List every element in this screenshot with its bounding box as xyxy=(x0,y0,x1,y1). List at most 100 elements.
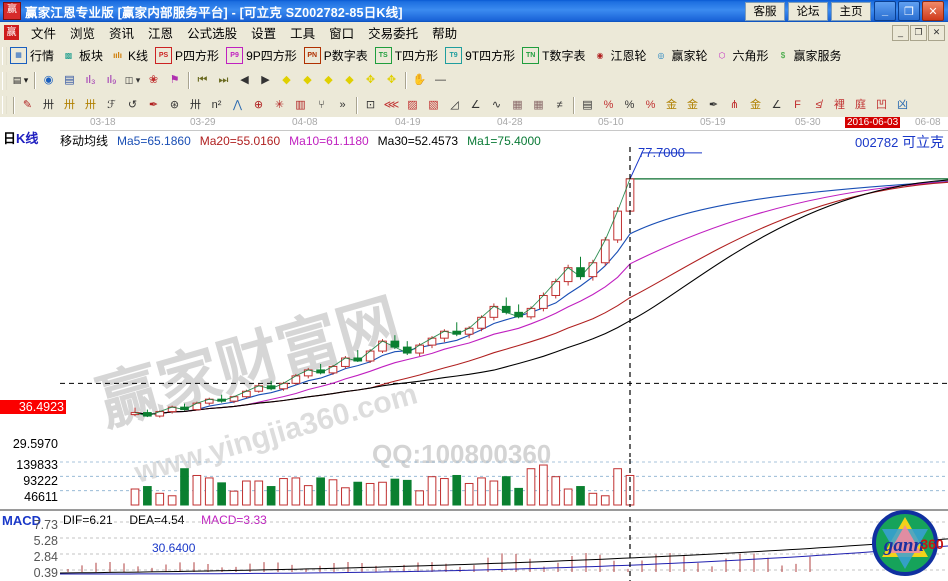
concave-icon[interactable]: 凹 xyxy=(876,98,887,111)
period-day-icon[interactable]: ▤ ▾ xyxy=(12,75,29,85)
menu-file[interactable]: 文件 xyxy=(31,27,57,41)
customer-service-button[interactable]: 客服 xyxy=(745,1,785,21)
homepage-button[interactable]: 主页 xyxy=(831,1,871,21)
table-tool-icon[interactable]: ▤ xyxy=(582,98,593,111)
pencil-draw-icon[interactable]: ✎ xyxy=(22,98,33,111)
jump-last-icon[interactable]: ⏭ xyxy=(218,74,229,86)
wave-icon[interactable]: ∿ xyxy=(491,98,502,111)
red-net-icon[interactable]: ▧ xyxy=(428,98,439,111)
zoom-horiz-icon[interactable]: ◆ xyxy=(324,74,333,86)
gann-box-gold2-icon[interactable]: 卅 xyxy=(85,98,96,111)
circle-target-icon[interactable]: ⊛ xyxy=(169,98,180,111)
zoom-out-horiz-icon[interactable]: ◆ xyxy=(345,74,354,86)
angle3-icon[interactable]: ∠ xyxy=(771,98,782,111)
gann-grid-icon[interactable]: 卅 xyxy=(43,98,54,111)
gold-under-icon[interactable]: 金 xyxy=(750,98,761,111)
grid-dense2-icon[interactable]: ▦ xyxy=(533,98,544,111)
maximize-button[interactable]: ❐ xyxy=(898,1,920,21)
red-fan-icon[interactable]: ⋘ xyxy=(383,98,400,111)
step-back-icon[interactable]: ◀ xyxy=(240,74,249,86)
percent-line-icon[interactable]: % xyxy=(645,98,656,111)
slope-icon[interactable]: ◿ xyxy=(450,98,459,111)
indicator-9-icon[interactable]: ıl₉ xyxy=(106,74,117,86)
menu-tools[interactable]: 工具 xyxy=(290,27,316,41)
zoom-all-icon[interactable]: ✥ xyxy=(386,74,397,86)
toolbar-hexagon[interactable]: ⬡ 六角形 xyxy=(715,47,769,64)
toolbar-t-square[interactable]: TS T四方形 xyxy=(374,47,438,64)
f-angle-icon[interactable]: F xyxy=(794,98,801,111)
menu-formula-stock-pick[interactable]: 公式选股 xyxy=(187,27,238,41)
volume-chart-canvas[interactable] xyxy=(60,459,948,507)
price-grid-icon[interactable]: 卅 xyxy=(190,98,201,111)
shift-left-icon[interactable]: ◆ xyxy=(282,74,291,86)
globe-market-icon[interactable]: ◉ xyxy=(43,74,54,86)
toolbar-winner-service[interactable]: $ 赢家服务 xyxy=(776,47,842,64)
square-number-icon[interactable]: n² xyxy=(211,98,222,111)
report-list-icon[interactable]: ▤ xyxy=(64,74,75,86)
toolbar-grip-3[interactable] xyxy=(2,96,7,114)
menu-gann[interactable]: 江恩 xyxy=(148,27,174,41)
toolbar-gann-wheel[interactable]: ◉ 江恩轮 xyxy=(592,47,646,64)
inner-icon[interactable]: 裡 xyxy=(834,98,845,111)
mdi-close-button[interactable]: ✕ xyxy=(928,24,945,41)
step-forward-icon[interactable]: ▶ xyxy=(261,74,270,86)
menu-help[interactable]: 帮助 xyxy=(432,27,458,41)
last-tool-icon[interactable]: 凶 xyxy=(897,98,908,111)
minimize-button[interactable]: _ xyxy=(874,1,896,21)
shift-right-icon[interactable]: ◆ xyxy=(303,74,312,86)
zoom-vert-icon[interactable]: ✥ xyxy=(365,74,376,86)
gold-circle-icon[interactable]: 金 xyxy=(666,98,677,111)
fibonacci-icon[interactable]: ℱ xyxy=(107,98,116,111)
gann-box-gold-icon[interactable]: 卅 xyxy=(64,98,75,111)
frame-icon[interactable]: ⊡ xyxy=(365,98,376,111)
menu-settings[interactable]: 设置 xyxy=(251,27,277,41)
toolbar-grip[interactable] xyxy=(2,46,7,65)
forum-button[interactable]: 论坛 xyxy=(788,1,828,21)
pan-hand-icon[interactable]: ✋ xyxy=(412,74,427,86)
toolbar-quotes[interactable]: ▦ 行情 xyxy=(10,47,54,64)
gold-line-icon[interactable]: 金 xyxy=(687,98,698,111)
mdi-minimize-button[interactable]: _ xyxy=(892,24,909,41)
trend-line-icon[interactable]: — xyxy=(435,74,446,86)
column-layout-icon[interactable]: ◫ ▾ xyxy=(124,75,141,85)
slope-red-icon[interactable]: ≰ xyxy=(815,98,822,111)
ink-pen-icon[interactable]: ✒ xyxy=(708,98,719,111)
more-tools-icon[interactable]: » xyxy=(339,98,346,111)
chart-area[interactable]: 03-18 03-29 04-08 04-19 04-28 05-10 05-19 05-30… xyxy=(0,117,948,581)
menu-trade-order[interactable]: 交易委托 xyxy=(368,27,419,41)
percent-retrace-icon[interactable]: % xyxy=(603,98,614,111)
toolbar-9p-square[interactable]: P9 9P四方形 xyxy=(226,47,297,64)
red-grid-icon[interactable]: ▨ xyxy=(407,98,418,111)
pitchfork-icon[interactable]: ⑂ xyxy=(318,98,325,111)
toolbar-t-number-table[interactable]: TN T数字表 xyxy=(522,47,585,64)
mdi-restore-button[interactable]: ❐ xyxy=(910,24,927,41)
angle-tool-icon[interactable]: ⋀ xyxy=(232,98,243,111)
jump-first-icon[interactable]: ⏮ xyxy=(197,74,208,86)
toolbar-p-square[interactable]: PS P四方形 xyxy=(155,47,219,64)
star-fan-icon[interactable]: ✳ xyxy=(274,98,285,111)
court-icon[interactable]: 庭 xyxy=(855,98,866,111)
pen-tool-icon[interactable]: ✒ xyxy=(148,98,159,111)
close-button[interactable]: ✕ xyxy=(922,1,944,21)
parallel-icon[interactable]: ≠ xyxy=(556,98,563,111)
grid-dense-icon[interactable]: ▦ xyxy=(512,98,523,111)
flag-marker-icon[interactable]: ⚑ xyxy=(169,74,180,86)
angle2-icon[interactable]: ∠ xyxy=(470,98,481,111)
price-chart-canvas[interactable] xyxy=(60,147,948,457)
red-arc-icon[interactable]: ⋔ xyxy=(729,98,740,111)
toolbar-sectors[interactable]: ▩ 板块 xyxy=(61,47,103,64)
gann-fan-icon[interactable]: ❀ xyxy=(148,74,159,86)
menu-news[interactable]: 资讯 xyxy=(109,27,135,41)
crosshair-circle-icon[interactable]: ⊕ xyxy=(253,98,264,111)
toolbar-winner-wheel[interactable]: ◎ 赢家轮 xyxy=(653,47,707,64)
toolbar-9t-square[interactable]: T9 9T四方形 xyxy=(445,47,515,64)
percent-icon[interactable]: % xyxy=(624,98,635,111)
indicator-3-icon[interactable]: ıl₃ xyxy=(85,74,96,86)
menu-browse[interactable]: 浏览 xyxy=(70,27,96,41)
menu-window[interactable]: 窗口 xyxy=(329,27,355,41)
matrix-icon[interactable]: ▥ xyxy=(295,98,306,111)
macd-chart-canvas[interactable] xyxy=(60,517,948,581)
toolbar-kline[interactable]: ıılı K线 xyxy=(110,47,148,64)
toolbar-p-number-table[interactable]: PN P数字表 xyxy=(303,47,368,64)
toolbar-grip-2[interactable] xyxy=(2,71,7,90)
